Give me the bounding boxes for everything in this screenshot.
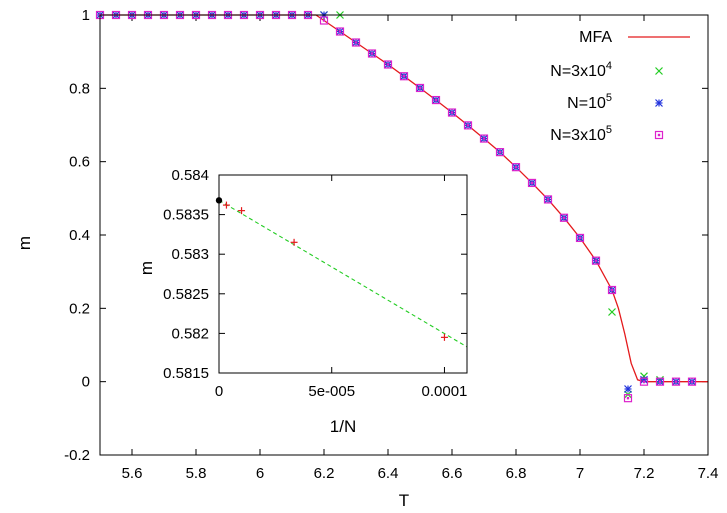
data-point: [351, 38, 361, 47]
inset-frame: [218, 174, 468, 374]
main-xtick-label: 6.8: [506, 465, 527, 482]
inset-ytick-label: 0.584: [171, 167, 209, 184]
data-point: [399, 72, 409, 81]
data-point: [559, 213, 569, 222]
main-xtick-label: 6.6: [442, 465, 463, 482]
main-ytick-label: 0: [82, 374, 90, 391]
inset-ytick-label: 0.5815: [163, 365, 209, 382]
inset-ytick-label: 0.5835: [163, 207, 209, 224]
data-point: [495, 148, 505, 157]
main-ytick-label: 0.2: [69, 300, 90, 317]
data-point: [367, 49, 377, 58]
legend-marker: [654, 130, 664, 140]
main-ylabel: m: [15, 236, 34, 250]
inset-xlabel: 1/N: [330, 417, 356, 436]
main-xtick-label: 6.4: [378, 465, 399, 482]
data-point: [655, 377, 665, 386]
inset-xtick-label: 5e-005: [308, 383, 355, 400]
data-point: [639, 377, 649, 386]
main-xtick-label: 6.2: [314, 465, 335, 482]
inset-series: [215, 197, 468, 348]
main-xtick-label: 5.8: [186, 465, 207, 482]
main-ytick-label: 0.4: [69, 227, 90, 244]
data-point: [575, 233, 585, 243]
data-point: [447, 108, 457, 117]
data-point: [543, 195, 553, 204]
main-xtick-label: 5.6: [122, 465, 143, 482]
main-plot-frame: [99, 14, 709, 456]
inset-points-1: [222, 201, 448, 341]
data-point: [671, 377, 681, 386]
inset-background: [219, 175, 467, 373]
main-ytick-label: -0.2: [64, 447, 90, 464]
inset-ylabel: m: [137, 261, 156, 275]
inset-data-point: [290, 238, 298, 246]
main-ticks: 5.6 5.8 6 6.2 6.4 6.6 6.8 7 7.2 7.4 -0.2 0 0.2 0.4 0.6…: [64, 7, 718, 482]
inset-plot: 0 5e-005 0.0001 0.5815 0.582 0.5825 0.583 0.583…: [137, 167, 468, 436]
main-ytick-label: 0.6: [69, 154, 90, 171]
main-ytick-label: 0.8: [69, 80, 90, 97]
legend-marker: [655, 99, 663, 107]
inset-fit-line: [218, 199, 468, 348]
main-xtick-label: 7.2: [634, 465, 655, 482]
data-point: [687, 377, 697, 386]
legend: MFA N=3x104 N=105 N=3x105: [550, 29, 690, 144]
main-xtick-label: 7.4: [698, 465, 719, 482]
data-point: [607, 285, 617, 295]
inset-data-point: [222, 201, 230, 209]
data-point: [463, 121, 473, 130]
main-plot: 5.6 5.8 6 6.2 6.4 6.6 6.8 7 7.2 7.4 -0.2 0 0.2 0.4 0.6…: [15, 7, 718, 510]
legend-marker-n-3e4: [655, 67, 663, 75]
data-point: [415, 83, 425, 93]
inset-xtick-label: 0: [215, 383, 223, 400]
inset-ticks: 0 5e-005 0.0001 0.5815 0.582 0.5825 0.583 0.583…: [163, 167, 467, 400]
legend-marker: [655, 67, 663, 75]
main-xlabel: T: [399, 491, 409, 510]
inset-ytick-label: 0.582: [171, 325, 209, 342]
legend-marker-n-1e5: [655, 99, 663, 107]
inset-data-point: [440, 333, 448, 341]
main-ytick-label: 1: [82, 7, 90, 24]
data-point: [383, 60, 393, 69]
legend-label-n-3e5: N=3x105: [550, 124, 612, 144]
data-point: [624, 385, 632, 393]
data-point: [511, 163, 521, 172]
data-point: [479, 134, 489, 143]
inset-ytick-label: 0.5825: [163, 286, 209, 303]
data-point: [608, 308, 616, 316]
data-point: [591, 256, 601, 265]
main-xtick-label: 7: [576, 465, 584, 482]
data-point: [431, 95, 441, 105]
inset-data-point: [238, 207, 246, 215]
legend-label-n-3e4: N=3x104: [550, 60, 612, 80]
legend-marker-n-3e5: [654, 130, 664, 140]
data-point: [335, 27, 345, 36]
data-point: [527, 178, 537, 188]
inset-xtick-label: 0.0001: [422, 383, 468, 400]
inset-ytick-label: 0.583: [171, 246, 209, 263]
data-point: [319, 16, 329, 25]
legend-label-n-1e5: N=105: [567, 92, 612, 112]
data-point: [623, 394, 633, 403]
legend-label-mfa: MFA: [579, 29, 612, 46]
main-xtick-label: 6: [256, 465, 264, 482]
